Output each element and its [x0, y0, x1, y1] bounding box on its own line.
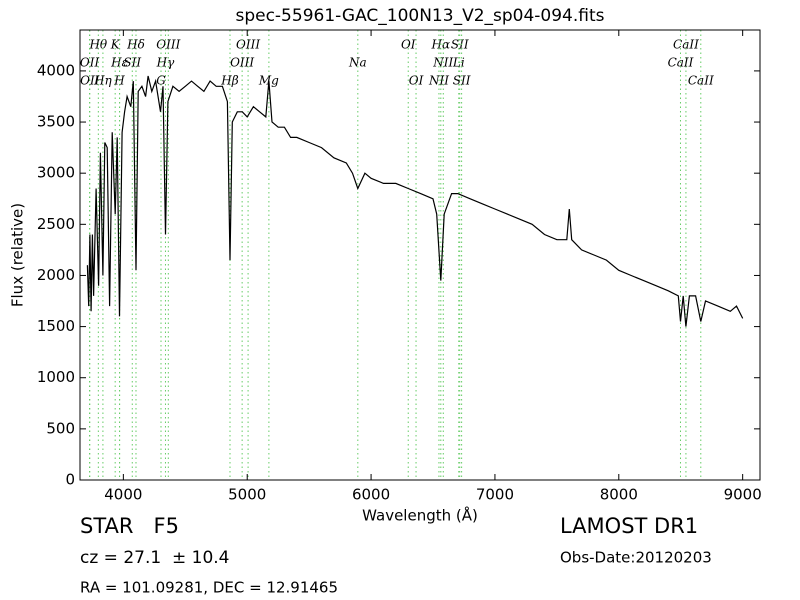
object-class: STAR F5	[80, 514, 179, 538]
x-tick-label: 8000	[600, 486, 638, 504]
survey: LAMOST DR1	[560, 514, 698, 538]
spectral-line-label: Hη	[93, 74, 112, 88]
y-tick-label: 1000	[37, 368, 75, 386]
spectral-line-label: OIII	[230, 56, 254, 70]
y-tick-label: 1500	[37, 317, 75, 335]
x-tick-label: 6000	[352, 486, 390, 504]
x-axis-label: Wavelength (Å)	[362, 506, 478, 525]
coordinates: RA = 101.09281, DEC = 12.91465	[80, 579, 338, 597]
spectral-line-label: Hθ	[88, 38, 107, 52]
y-tick-label: 2500	[37, 215, 75, 233]
spectral-line-label: OIII	[156, 38, 180, 52]
plot-frame	[79, 29, 761, 481]
spectral-line-label: H	[113, 74, 125, 88]
y-tick-label: 3000	[37, 164, 75, 182]
y-tick-label: 0	[65, 471, 75, 489]
spectral-line-label: Hα	[431, 38, 451, 52]
spectral-line-label: Hδ	[126, 38, 145, 52]
spectral-line-label: OI	[401, 38, 416, 52]
x-tick-label: 4000	[104, 486, 142, 504]
spectrum	[86, 75, 744, 327]
x-tick-label: 5000	[228, 486, 266, 504]
redshift: cz = 27.1 ± 10.4	[80, 548, 229, 568]
chart-title: spec-55961-GAC_100N13_V2_sp04-094.fits	[235, 6, 604, 26]
y-axis-label: Flux (relative)	[9, 203, 27, 307]
obs-date: Obs-Date:20120203	[560, 549, 712, 567]
y-tick-label: 2000	[37, 266, 75, 284]
x-tick-label: 7000	[476, 486, 514, 504]
y-tick-label: 500	[46, 419, 75, 437]
spectral-line-label: Hβ	[220, 74, 238, 88]
y-tick-label: 4000	[37, 61, 75, 79]
spectral-line-label: NII	[432, 56, 453, 70]
spectral-line-label: OIII	[236, 38, 260, 52]
spectral-line-label: OI	[409, 74, 424, 88]
spectral-line-label: OII	[80, 74, 100, 88]
spectral-line-label: G	[156, 74, 166, 88]
x-tick-label: 9000	[724, 486, 762, 504]
spectral-line-label: Li	[452, 56, 465, 70]
spectral-line-label: NII	[428, 74, 449, 88]
spectral-line-label: CaII	[673, 38, 699, 52]
spectral-line-label: SII	[453, 74, 471, 88]
spectral-line-label: CaII	[688, 74, 714, 88]
spectral-line-label: SII	[123, 56, 141, 70]
y-tick-label: 3500	[37, 113, 75, 131]
spectral-line-label: K	[110, 38, 121, 52]
spectral-line-label: Mg	[258, 74, 279, 88]
spectral-line-label: Na	[348, 56, 367, 70]
spectral-line-label: CaII	[668, 56, 694, 70]
spectral-line-label: Hγ	[156, 56, 175, 70]
spectral-line-label: SII	[451, 38, 469, 52]
